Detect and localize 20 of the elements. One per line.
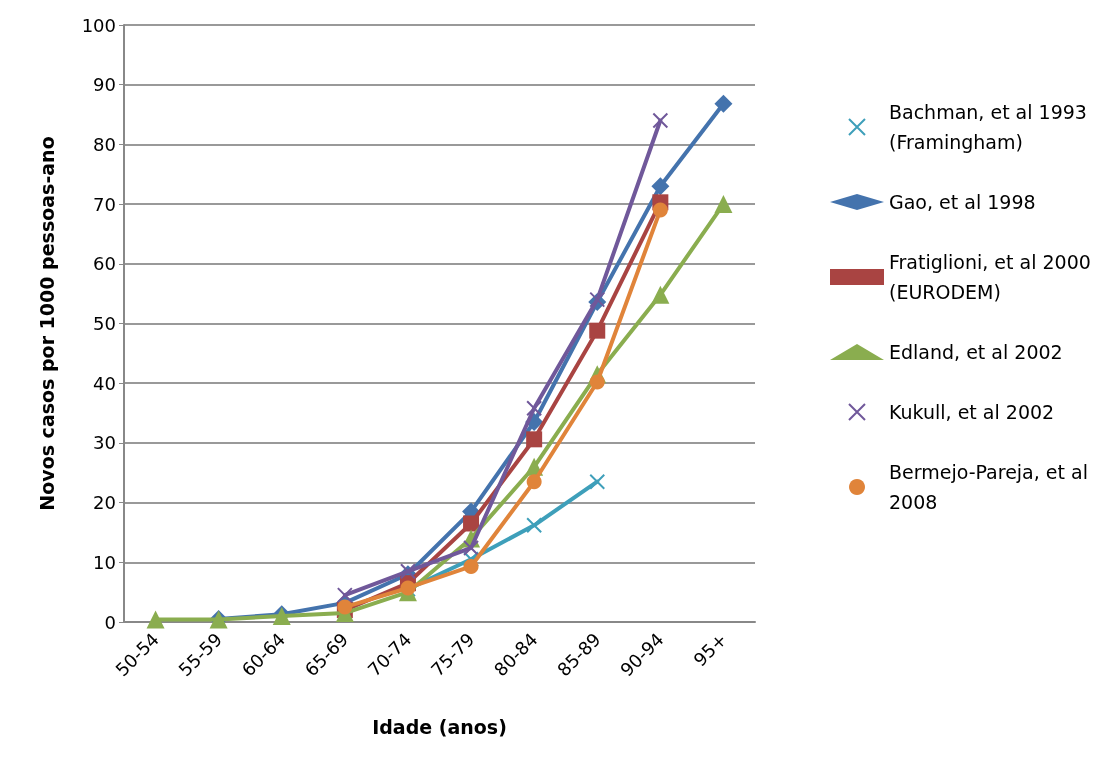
y-tick-label: 0	[104, 611, 116, 633]
legend-label: Edland, et al 2002	[889, 341, 1063, 363]
legend-label: Fratiglioni, et al 2000 (EURODEM)	[889, 251, 1097, 303]
y-axis-title: Novos casos por 1000 pessoas-ano	[35, 136, 58, 511]
y-tick-label: 90	[93, 74, 116, 96]
y-tick-label: 70	[93, 193, 116, 215]
y-tick-label: 10	[93, 551, 116, 573]
legend-label: Bermejo-Pareja, et al 2008	[889, 461, 1094, 513]
legend-label: Gao, et al 1998	[889, 191, 1036, 213]
y-tick-label: 80	[93, 133, 116, 155]
legend-label: Kukull, et al 2002	[889, 401, 1055, 423]
x-tick-label: 95+	[689, 628, 731, 671]
y-tick-label: 20	[93, 492, 116, 514]
y-tick-label: 100	[81, 14, 116, 36]
y-tick-label: 60	[93, 253, 116, 275]
legend-label: Bachman, et al 1993 (Framingham)	[889, 101, 1093, 153]
y-tick-label: 50	[93, 313, 116, 334]
x-axis-title: Idade (anos)	[372, 715, 507, 738]
y-tick-label: 40	[93, 372, 116, 394]
y-tick-label: 30	[93, 432, 116, 454]
